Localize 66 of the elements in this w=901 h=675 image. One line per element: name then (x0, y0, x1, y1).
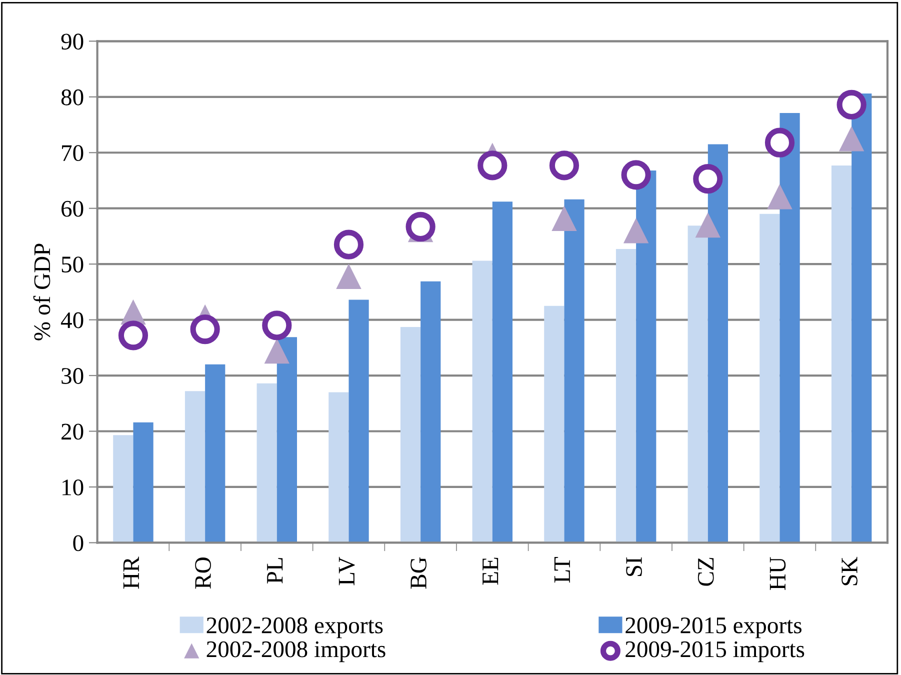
y-tick-label: 70 (62, 145, 84, 162)
bar (852, 94, 872, 543)
bar (831, 165, 852, 543)
point (190, 314, 220, 344)
point (838, 126, 864, 152)
x-tick-label: LV (338, 556, 355, 586)
bar (205, 364, 226, 543)
point (118, 320, 148, 350)
bar (780, 113, 800, 543)
bar (184, 391, 206, 543)
y-axis-title: % of GDP (33, 244, 50, 340)
y-tick-label: 10 (62, 479, 84, 496)
y-tick-label: 90 (61, 34, 84, 50)
point (693, 164, 723, 194)
point (621, 160, 651, 190)
bar (616, 249, 636, 543)
point (549, 150, 580, 180)
point (478, 150, 508, 180)
point (334, 230, 364, 260)
bar (276, 337, 298, 543)
bar (400, 327, 421, 543)
bar (636, 170, 656, 543)
legend-label: 2009-2015 imports (626, 641, 804, 662)
point (623, 218, 649, 244)
bar (688, 226, 708, 543)
x-tick-label: HR (123, 556, 139, 589)
bar (328, 392, 349, 543)
x-tick-label: BG (410, 557, 426, 589)
bar (256, 383, 277, 543)
point (264, 338, 290, 364)
x-tick-label: PL (267, 558, 283, 584)
bar (564, 199, 584, 543)
y-tick-label: 80 (61, 89, 84, 106)
point (552, 206, 577, 231)
x-tick-label: RO (195, 558, 211, 589)
x-tick-label: SK (842, 556, 858, 586)
bar (133, 422, 154, 543)
point (767, 184, 792, 210)
bar (544, 306, 564, 543)
x-tick-label: HU (770, 557, 786, 590)
y-tick-label: 30 (62, 368, 84, 384)
y-tick-label: 50 (62, 256, 84, 272)
bar (492, 202, 513, 543)
point (836, 90, 866, 120)
y-tick-label: 20 (62, 424, 84, 440)
legend-label: 2009-2015 exports (626, 617, 802, 638)
legend-label: 2002-2008 imports (206, 641, 386, 662)
bar (420, 281, 441, 543)
point (764, 128, 795, 158)
bar (708, 144, 728, 543)
bar (113, 435, 134, 543)
x-tick-label: LT (554, 556, 570, 583)
y-tick-label: 0 (73, 535, 84, 552)
x-tick-label: SI (626, 557, 642, 576)
point (336, 264, 362, 289)
x-tick-label: CZ (698, 558, 714, 586)
bar (760, 214, 780, 543)
y-tick-label: 60 (62, 200, 84, 217)
bar (472, 260, 492, 543)
bar (348, 300, 369, 543)
point (406, 212, 436, 242)
point (695, 212, 721, 238)
x-tick-label: EE (482, 558, 498, 585)
legend-label: 2002-2008 exports (206, 617, 383, 638)
point (262, 310, 292, 340)
y-tick-label: 40 (60, 312, 84, 328)
